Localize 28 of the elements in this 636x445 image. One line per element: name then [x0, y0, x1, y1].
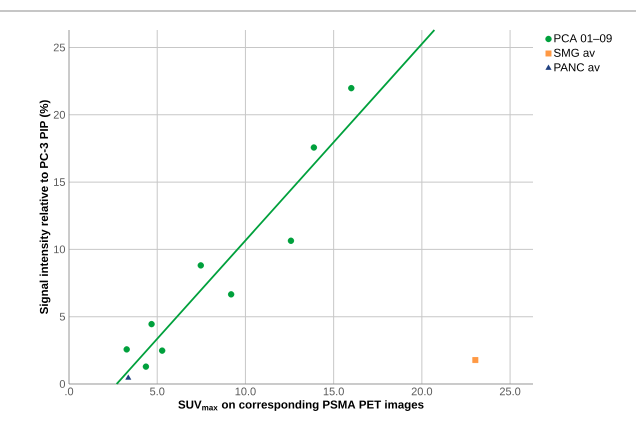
point	[348, 84, 354, 92]
y-tick-label: 25	[54, 44, 65, 52]
point	[125, 374, 132, 380]
point	[148, 320, 155, 328]
point	[198, 262, 204, 269]
y-tick-label: 15	[54, 178, 65, 186]
point	[158, 347, 166, 354]
y-tick-label: 20	[54, 110, 66, 119]
point	[310, 144, 318, 151]
x-axis-title: SUV$_{max}$ on corresponding PSMA PET images	[178, 400, 424, 411]
point	[288, 238, 294, 244]
y-axis-title: Signal intensity relative to PC-3 PIP (%)	[40, 100, 50, 314]
point	[472, 357, 478, 364]
legend-label: PCA 01–09	[554, 34, 612, 42]
y-tick-label: 5	[60, 312, 65, 321]
x-tick-label: 15.0	[324, 388, 344, 396]
y-tick-label: 0	[60, 380, 66, 388]
x-tick-label: 25.0	[500, 388, 520, 396]
legend-label: SMG av	[554, 48, 595, 57]
x-tick-label: .0	[65, 388, 74, 396]
point	[228, 291, 234, 298]
x-tick-label: 5.0	[150, 388, 164, 396]
x-tick-label: 20.0	[412, 388, 432, 396]
y-tick-label: 10	[54, 246, 66, 254]
legend-label: PANC av	[554, 63, 600, 72]
x-tick-label: 10.0	[236, 388, 256, 396]
point	[123, 346, 130, 353]
point	[142, 363, 150, 370]
